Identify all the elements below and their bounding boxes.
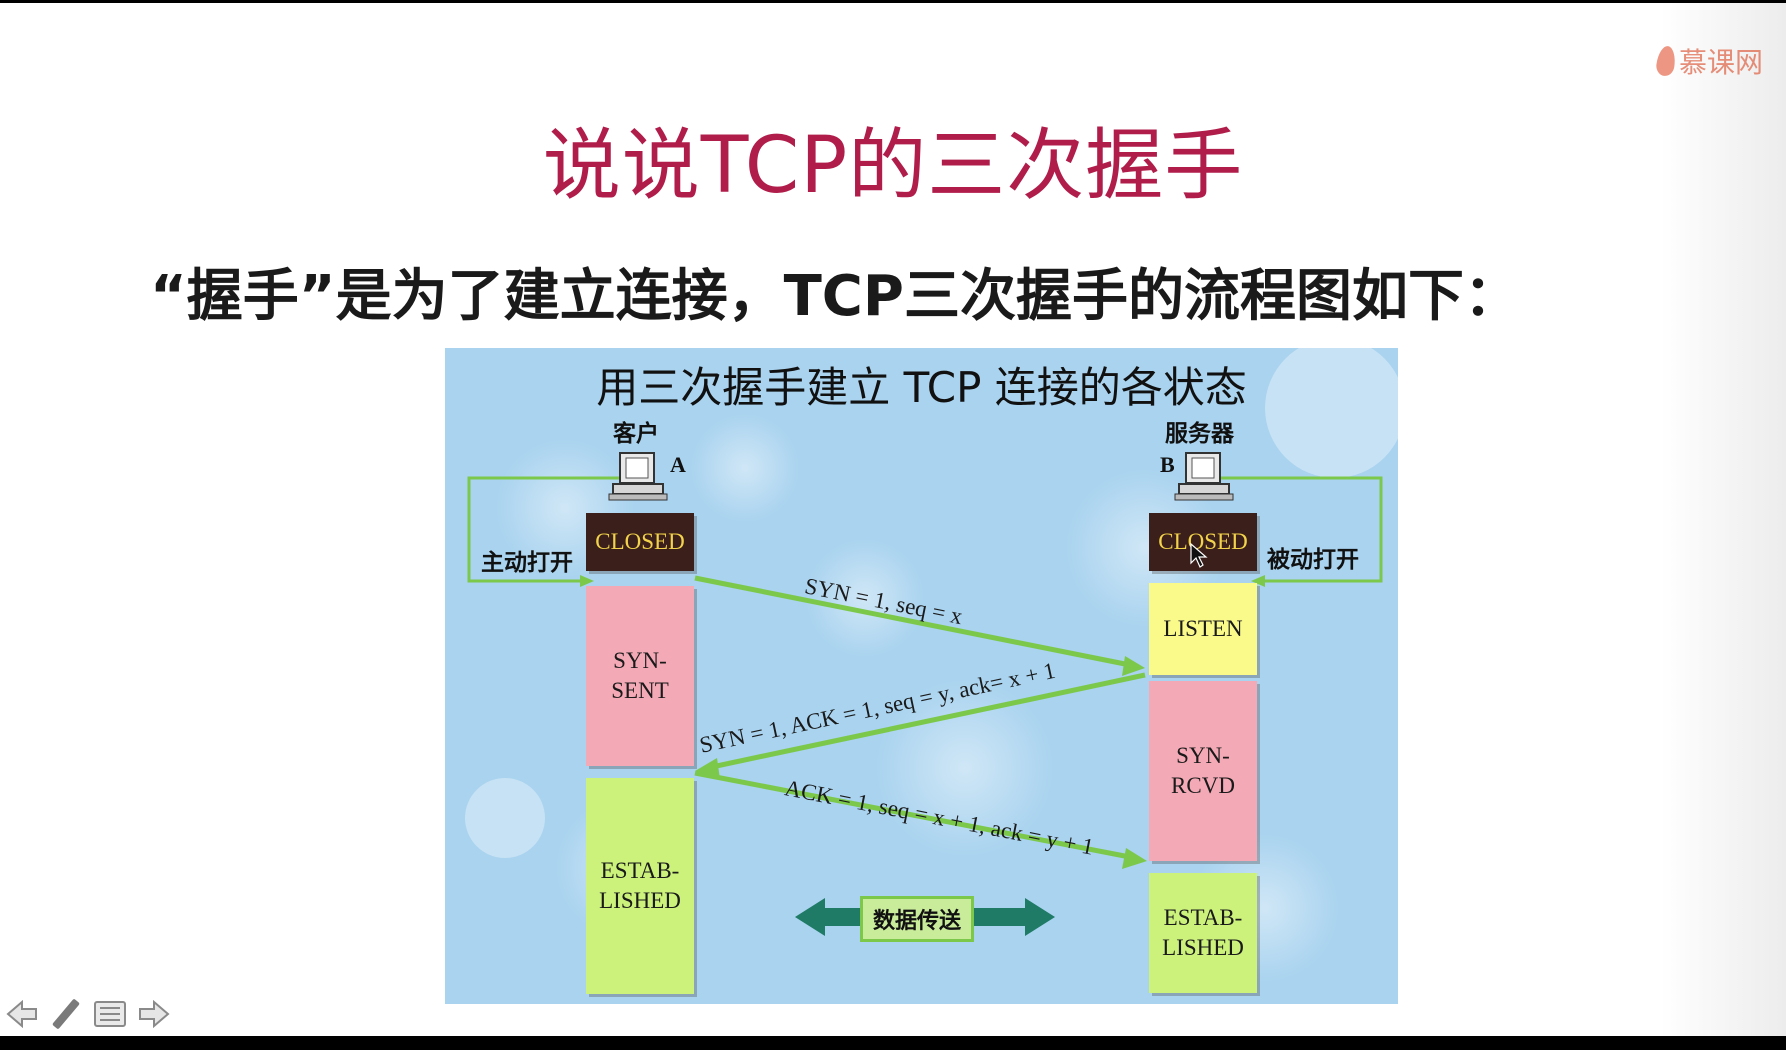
passive-open-label: 被动打开 [1267,547,1359,573]
client-letter: A [670,452,686,477]
flame-icon [1655,44,1677,78]
active-open-label: 主动打开 [481,550,573,576]
server-state-listen: LISTEN [1149,583,1257,675]
transfer-left-arrow [795,898,860,936]
pen-icon[interactable] [48,997,84,1031]
logo-text: 慕课网 [1679,46,1764,79]
ack-arrow [694,770,1147,869]
server-computer-icon [1174,452,1234,501]
slide-toolbar [4,997,172,1031]
server-state-established: ESTAB- LISHED [1149,873,1257,993]
data-transfer-label: 数据传送 [860,896,974,942]
client-computer-icon [608,452,668,501]
transfer-right-arrow [974,898,1055,936]
client-state-syn-sent: SYN- SENT [586,586,694,766]
server-state-closed: CLOSED [1149,513,1257,571]
server-state-syn-rcvd: SYN- RCVD [1149,681,1257,861]
client-state-established: ESTAB- LISHED [586,778,694,994]
client-state-closed: CLOSED [586,513,694,571]
brand-logo: 慕课网 [1655,41,1764,81]
menu-icon[interactable] [92,997,128,1031]
handshake-diagram: 用三次握手建立 TCP 连接的各状态 客户 服务器 A B 主动打开 被动打开 … [445,348,1398,1004]
slide-subtitle: “握手”是为了建立连接，TCP三次握手的流程图如下： [150,264,1520,329]
server-label: 服务器 [1165,421,1234,447]
arrow-right-icon[interactable] [136,997,172,1031]
slide: 慕课网 说说TCP的三次握手 “握手”是为了建立连接，TCP三次握手的流程图如下… [0,3,1786,1036]
syn-ack-arrow [695,672,1146,779]
arrow-left-icon[interactable] [4,997,40,1031]
client-label: 客户 [613,421,659,447]
diagram-background [465,348,1398,983]
server-letter: B [1160,452,1175,477]
syn-arrow [694,575,1145,676]
slide-title: 说说TCP的三次握手 [542,121,1244,211]
diagram-title: 用三次握手建立 TCP 连接的各状态 [596,363,1247,412]
mouse-cursor-icon [1190,543,1208,568]
